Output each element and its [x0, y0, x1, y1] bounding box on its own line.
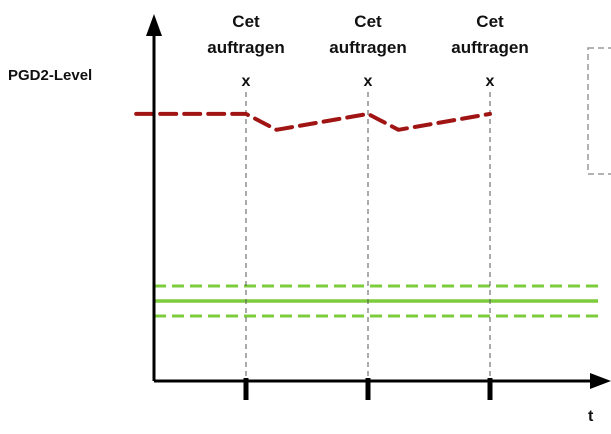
application-ticks: [243, 378, 493, 400]
x-axis-label: t: [588, 408, 594, 425]
application-label-line2: auftragen: [329, 38, 406, 57]
application-guides: [245, 92, 491, 378]
x-axis-arrow: [590, 373, 611, 389]
application-label-line1: Cet: [232, 12, 260, 31]
application-x-mark: x: [242, 73, 251, 90]
legend-box: [587, 47, 611, 175]
application-x-mark: x: [486, 73, 495, 90]
application-labels: Cet auftragen x Cet auftragen x Cet auftragen x: [207, 12, 528, 90]
application-label-line2: auftragen: [451, 38, 528, 57]
pgd2-level-curve: [134, 111, 492, 132]
application-label-line1: Cet: [476, 12, 504, 31]
y-axis-label: PGD2-Level: [8, 67, 92, 84]
y-axis-arrow: [146, 14, 162, 36]
application-x-mark: x: [364, 73, 373, 90]
application-label-line1: Cet: [354, 12, 382, 31]
application-label-line2: auftragen: [207, 38, 284, 57]
